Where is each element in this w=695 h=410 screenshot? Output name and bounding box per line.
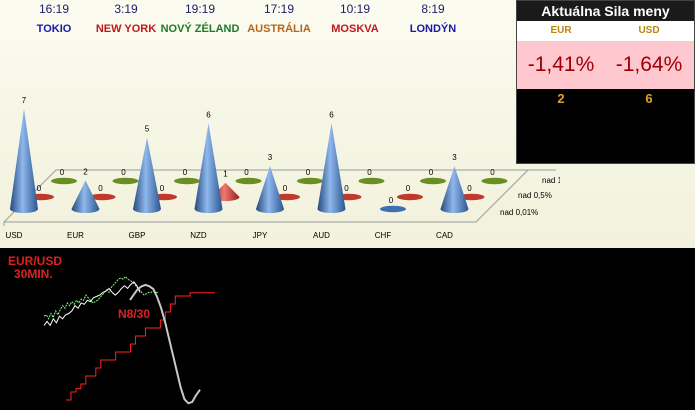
disc-eur-s2	[112, 177, 139, 185]
cone-label-jpy-s0: 3	[268, 153, 273, 162]
category-label-cad: CAD	[436, 231, 453, 240]
disc-label-usd-s1: 0	[37, 184, 42, 193]
currency-strength-panel: Aktuálna Sila meny EUR USD -1,41% -1,64%…	[516, 0, 695, 164]
clock-time: 10:19	[339, 2, 371, 16]
percent-eur: -1,41%	[527, 53, 595, 76]
disc-chf-s0	[380, 205, 406, 213]
clock-5: 8:19 LONDÝN	[393, 2, 473, 36]
disc-label-eur-s1: 0	[98, 184, 103, 193]
currency-name-eur: EUR	[550, 25, 572, 36]
disc-label-gbp-s1: 0	[160, 184, 165, 193]
disc-label-cad-s2: 0	[490, 168, 495, 177]
disc-label-chf-s2: 0	[429, 168, 434, 177]
legend-0: nad 0,01%	[500, 208, 538, 217]
category-label-usd: USD	[6, 231, 23, 240]
intraday-line-1	[43, 281, 141, 327]
clock-3: 17:19 AUSTRÁLIA	[239, 2, 319, 36]
panel-title: Aktuálna Sila meny	[517, 1, 694, 21]
cone-label-cad-s0: 3	[452, 153, 457, 162]
clock-time: 16:19	[38, 2, 70, 16]
cone-usd-s0	[10, 109, 38, 213]
clock-time: 8:19	[421, 2, 445, 16]
legend-1: nad 0,5%	[518, 191, 552, 200]
disc-nzd-s2	[235, 177, 262, 185]
cone-cad-s0	[440, 166, 469, 213]
category-label-jpy: JPY	[253, 231, 268, 240]
disc-label-aud-s2: 0	[367, 168, 372, 177]
cone-label-nzd-s0: 6	[206, 110, 211, 119]
clock-time: 17:19	[263, 2, 295, 16]
clock-city: TOKIO	[36, 23, 72, 35]
intraday-annotation: N8/30	[118, 307, 150, 321]
clock-4: 10:19 MOSKVA	[315, 2, 395, 36]
disc-jpy-s2	[297, 177, 323, 185]
clock-city: NEW YORK	[95, 23, 157, 35]
clock-city: MOSKVA	[331, 23, 379, 35]
cone-label-eur-s0: 2	[83, 167, 88, 176]
legend-2: nad 1%	[542, 176, 560, 185]
disc-label-nzd-s2: 0	[244, 168, 249, 177]
disc-label-chf-s1: 0	[406, 184, 411, 193]
disc-usd-s2	[51, 177, 77, 185]
currency-name-usd: USD	[638, 25, 660, 36]
currency-count-row: 2 6	[517, 89, 694, 109]
disc-label-jpy-s1: 0	[283, 184, 288, 193]
clock-city: AUSTRÁLIA	[247, 23, 311, 35]
cone-label-aud-s0: 6	[329, 110, 334, 119]
disc-label-chf-s0: 0	[389, 196, 394, 205]
clock-city: LONDÝN	[409, 23, 457, 35]
cone-label-gbp-s0: 5	[145, 125, 150, 134]
clock-time: 3:19	[114, 2, 138, 16]
count-eur: 2	[557, 91, 565, 106]
disc-aud-s2	[358, 177, 385, 185]
disc-label-eur-s2: 0	[121, 168, 126, 177]
disc-eur-s1	[89, 193, 116, 201]
clock-city: NOVÝ ZÉLAND	[160, 23, 240, 35]
cone-aud-s0	[317, 123, 346, 213]
clock-time: 19:19	[184, 2, 216, 16]
currency-names: EUR USD	[517, 21, 694, 41]
cone-jpy-s0	[256, 166, 284, 213]
cone-eur-s0	[71, 180, 100, 213]
clock-2: 19:19 NOVÝ ZÉLAND	[160, 2, 240, 36]
cone-nzd-s0	[194, 123, 223, 213]
cone-gbp-s0	[133, 137, 161, 213]
disc-label-usd-s2: 0	[60, 168, 65, 177]
disc-label-gbp-s2: 0	[183, 168, 188, 177]
currency-percent-row: -1,41% -1,64%	[517, 41, 694, 89]
disc-gbp-s2	[174, 177, 200, 185]
disc-label-aud-s1: 0	[344, 184, 349, 193]
disc-label-cad-s1: 0	[467, 184, 472, 193]
count-usd: 6	[645, 91, 653, 106]
clock-0: 16:19 TOKIO	[14, 2, 94, 36]
category-label-eur: EUR	[67, 231, 84, 240]
intraday-line-2	[66, 292, 215, 401]
intraday-line-3	[129, 283, 201, 405]
percent-usd: -1,64%	[615, 53, 683, 76]
category-label-chf: CHF	[375, 231, 392, 240]
strength-cone-chart: 0 0 7 USD 0 0 2 EUR 0 0 5 GBP 0 1 6 NZD 0 0 3 JPY 0 0 6 AUD 0 0 0 C…	[3, 96, 560, 240]
intraday-title: EUR/USD	[8, 254, 62, 268]
disc-cad-s2	[481, 177, 508, 185]
category-label-aud: AUD	[313, 231, 330, 240]
category-label-gbp: GBP	[129, 231, 146, 240]
disc-chf-s2	[420, 177, 446, 185]
disc-chf-s1	[397, 193, 423, 201]
category-label-nzd: NZD	[190, 231, 207, 240]
intraday-subtitle: 30MIN.	[14, 267, 53, 281]
clock-1: 3:19 NEW YORK	[86, 2, 166, 36]
cone-label-nzd-s1: 1	[223, 170, 228, 179]
dashboard-top: 16:19 TOKIO 3:19 NEW YORK 19:19 NOVÝ ZÉLAND 17…	[0, 0, 695, 248]
cone-label-usd-s0: 7	[22, 96, 27, 105]
disc-label-jpy-s2: 0	[306, 168, 311, 177]
